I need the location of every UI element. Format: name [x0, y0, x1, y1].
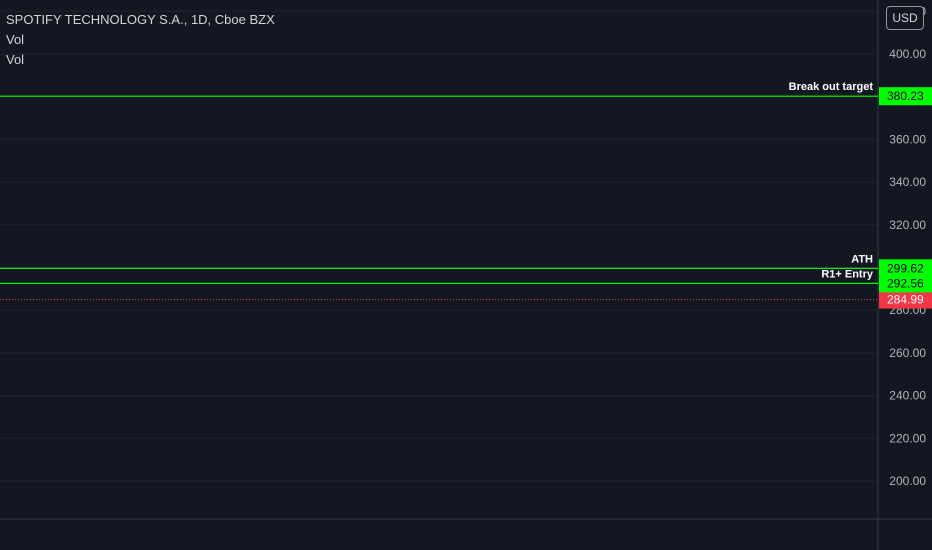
y-tick-label: 220.00: [889, 431, 926, 445]
currency-button[interactable]: USD: [886, 6, 924, 30]
symbol-title[interactable]: SPOTIFY TECHNOLOGY S.A., 1D, Cboe BZX: [6, 12, 275, 27]
volume-indicator-2[interactable]: Vol: [6, 52, 25, 67]
y-tick-label: 340.00: [889, 175, 926, 189]
level-price-badge: [879, 274, 932, 293]
horizontal-levels: 284.99 Break out target 380.23 ATH 299.62 R1+…: [0, 81, 932, 309]
y-tick-label: 260.00: [889, 346, 926, 360]
chart-legend: SPOTIFY TECHNOLOGY S.A., 1D, Cboe BZX Vo…: [6, 10, 275, 70]
level-price-label: 299.62: [887, 261, 924, 275]
y-tick-label: 320.00: [889, 218, 926, 232]
y-tick-label: 200.00: [889, 474, 926, 488]
y-tick-label: 360.00: [889, 132, 926, 146]
y-tick-label: 400.00: [889, 47, 926, 61]
level-price-label: 292.56: [887, 276, 924, 290]
current-price-badge: [879, 290, 932, 309]
volume-indicator-1[interactable]: Vol: [6, 32, 25, 47]
level-name-label: R1+ Entry: [821, 268, 874, 280]
level-name-label: Break out target: [789, 81, 874, 93]
level-price-badge: [879, 259, 932, 278]
y-tick-label: 240.00: [889, 389, 926, 403]
level-name-label: ATH: [851, 253, 873, 265]
current-price-label: 284.99: [887, 293, 924, 307]
level-price-badge: [879, 87, 932, 106]
level-price-label: 380.23: [887, 89, 924, 103]
